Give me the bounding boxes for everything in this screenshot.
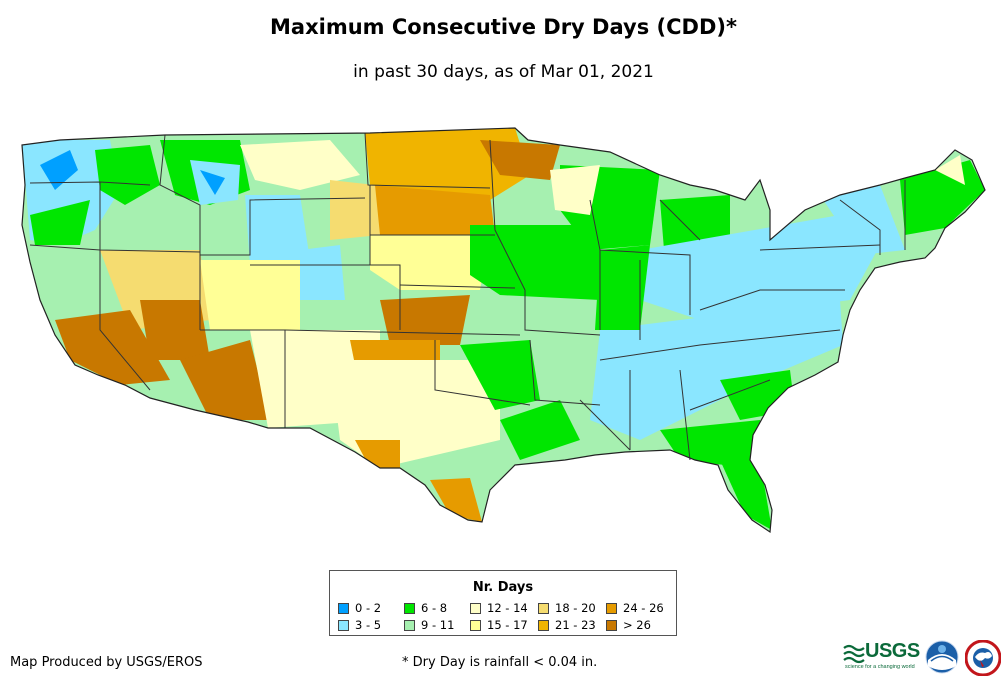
usgs-wordmark: USGS (865, 640, 920, 662)
map-title: Maximum Consecutive Dry Days (CDD)* (270, 15, 737, 39)
legend-swatch-15-17 (470, 619, 481, 631)
legend-label: 9 - 11 (421, 618, 455, 632)
legend-item: 15 - 17 (470, 618, 528, 632)
noaa-logo (925, 640, 959, 674)
legend-item: 12 - 14 (470, 601, 528, 615)
usgs-tagline: science for a changing world (845, 664, 915, 670)
legend-item: 3 - 5 (338, 618, 381, 632)
legend-swatch-18-20 (538, 602, 549, 614)
legend-item: > 26 (606, 618, 651, 632)
legend-swatch-24-26 (606, 602, 617, 614)
map-credit: Map Produced by USGS/EROS (10, 655, 203, 670)
legend-item: 24 - 26 (606, 601, 664, 615)
legend-swatch-gt-26 (606, 619, 617, 631)
legend-swatch-0-2 (338, 602, 349, 614)
legend-item: 9 - 11 (404, 618, 454, 632)
legend-label: 6 - 8 (421, 601, 448, 615)
legend-item: 21 - 23 (538, 618, 596, 632)
legend-label: 15 - 17 (487, 618, 528, 632)
legend-swatch-6-8 (404, 602, 415, 614)
legend-label: 3 - 5 (355, 618, 382, 632)
legend-label: 18 - 20 (555, 601, 596, 615)
legend-item: 18 - 20 (538, 601, 596, 615)
legend-swatch-12-14 (470, 602, 481, 614)
map-subtitle: in past 30 days, as of Mar 01, 2021 (353, 62, 654, 82)
precipitation-zones (22, 128, 985, 532)
legend-item: 6 - 8 (404, 601, 447, 615)
legend-label: 24 - 26 (623, 601, 664, 615)
agency-logos: USGS science for a changing world (843, 638, 1003, 678)
legend-label: > 26 (623, 618, 651, 632)
dry-day-footnote: * Dry Day is rainfall < 0.04 in. (402, 655, 598, 670)
legend-label: 0 - 2 (355, 601, 382, 615)
legend-swatch-3-5 (338, 619, 349, 631)
legend-swatch-9-11 (404, 619, 415, 631)
state-borders (29, 132, 906, 461)
legend-item: 0 - 2 (338, 601, 381, 615)
nws-logo (965, 640, 1001, 676)
legend-label: 21 - 23 (555, 618, 596, 632)
legend-swatch-21-23 (538, 619, 549, 631)
usgs-logo: USGS science for a changing world (843, 640, 920, 672)
usgs-wave-icon (843, 644, 865, 664)
legend-label: 12 - 14 (487, 601, 528, 615)
legend-title: Nr. Days (472, 580, 534, 595)
legend: Nr. Days 0 - 2 3 - 5 6 - 8 9 - 11 12 - 1… (329, 570, 677, 636)
